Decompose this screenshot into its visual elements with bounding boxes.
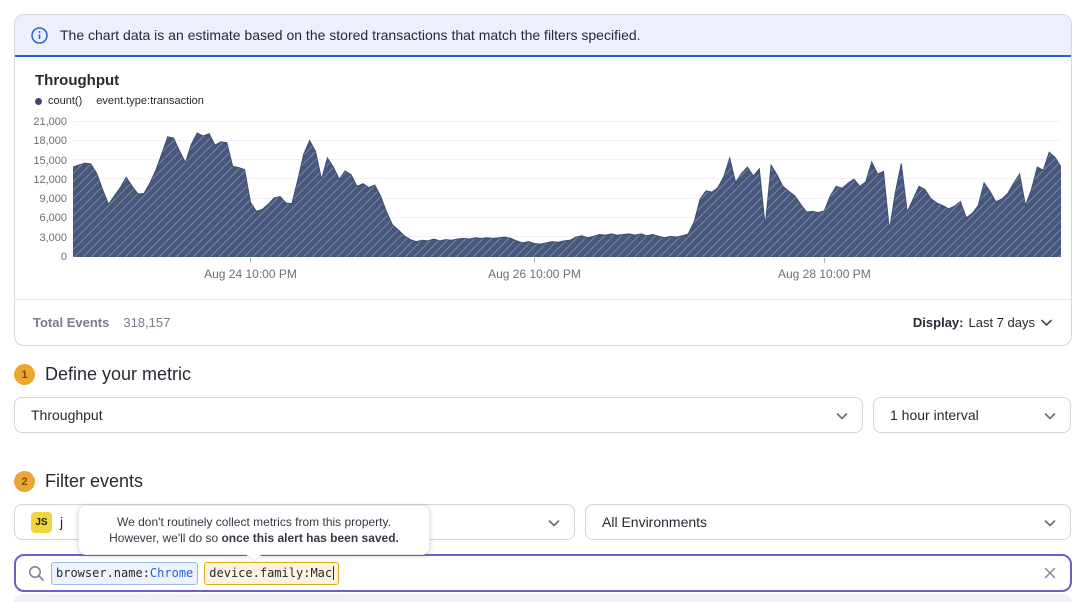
x-axis-tick-mark [824,258,826,263]
y-axis-tick-label: 21,000 [33,116,67,128]
x-axis-tick-label: Aug 28 10:00 PM [777,267,871,281]
chart-body: Throughput count() event.type:transactio… [15,57,1071,299]
y-axis-tick-label: 15,000 [33,154,67,167]
search-token-browser-name[interactable]: browser.name:Chrome [51,561,199,585]
environment-select[interactable]: All Environments [585,504,1071,540]
gridline [73,159,1061,161]
gridline [73,197,1061,199]
y-axis-tick-label: 18,000 [33,135,67,148]
x-axis-tick-label: Aug 26 10:00 PM [488,267,581,281]
throughput-area-chart [73,121,1061,257]
section-define-metric: 1 Define your metric [14,364,1072,385]
x-axis-tick-label: Aug 24 10:00 PM [204,267,297,281]
total-events: Total Events 318,157 [33,315,170,330]
chart-panel: The chart data is an estimate based on t… [14,14,1072,346]
step-1-badge: 1 [14,364,35,385]
x-axis-tick-mark [534,258,536,263]
metric-collection-tooltip: We don't routinely collect metrics from … [78,505,430,563]
filter-search-input[interactable]: browser.name:Chrome device.family: Mac [14,554,1072,592]
display-label: Display: [912,315,964,330]
clear-search-icon[interactable] [1042,565,1058,581]
interval-select-value: 1 hour interval [890,407,979,423]
step-2-badge: 2 [14,471,35,492]
banner-text: The chart data is an estimate based on t… [60,27,641,43]
chart-legend: count() event.type:transaction [35,95,204,107]
legend-query: event.type:transaction [96,95,204,107]
y-axis-tick-label: 9,000 [39,193,67,206]
y-axis-tick-label: 12,000 [33,173,67,186]
gridline [73,121,1061,122]
filter-events-title: Filter events [45,471,144,491]
section-filter-events: 2 Filter events [14,471,1072,492]
search-token-device-family[interactable]: device.family: Mac [204,561,340,585]
chevron-down-icon [1041,319,1052,326]
y-axis: 0 3,000 6,000 9,000 12,000 15,000 18,000 21,000 [15,116,67,263]
y-axis-tick-label: 0 [60,251,67,263]
estimate-info-banner: The chart data is an estimate based on t… [15,15,1071,57]
display-period-dropdown[interactable]: Display: Last 7 days [913,315,1053,330]
metric-select-value: Throughput [31,407,103,423]
gridline [73,216,1061,218]
gridline [73,235,1061,237]
info-icon [31,26,48,44]
gridline [73,140,1061,142]
metric-select[interactable]: Throughput [14,397,863,433]
y-axis-tick-label: 3,000 [39,231,67,244]
javascript-platform-icon: JS [31,511,52,533]
x-axis-tick-marks [73,258,1061,263]
total-events-value: 318,157 [123,315,171,330]
x-axis-tick-mark [250,258,252,263]
next-field-edge [14,594,1072,602]
chevron-down-icon [1044,413,1056,420]
gridline [73,178,1061,180]
area-series [73,132,1061,257]
chevron-down-icon [548,520,560,527]
metric-row: Throughput 1 hour interval [14,397,1072,433]
x-axis: Aug 24 10:00 PM Aug 26 10:00 PM Aug 28 10:… [73,267,1061,283]
legend-aggregate: count() [48,95,83,107]
chevron-down-icon [1044,520,1056,527]
tooltip-line2: However, we'll do so once this alert has… [109,531,399,545]
chart-title: Throughput [35,72,120,89]
y-axis-tick-label: 6,000 [39,212,67,225]
chevron-down-icon [836,413,848,420]
display-value: Last 7 days [968,315,1036,330]
search-icon [29,565,44,581]
environment-select-value: All Environments [602,514,708,530]
legend-series-dot [35,97,42,105]
total-events-label: Total Events [33,315,110,330]
interval-select[interactable]: 1 hour interval [873,397,1071,433]
define-metric-title: Define your metric [45,364,192,384]
text-cursor [333,566,335,580]
chart-footer: Total Events 318,157 Display: Last 7 day… [15,299,1071,345]
project-select-value: j [60,514,64,530]
tooltip-line1: We don't routinely collect metrics from … [117,515,391,529]
filter-area: JS j All Environments We don't routinely… [14,504,1072,602]
